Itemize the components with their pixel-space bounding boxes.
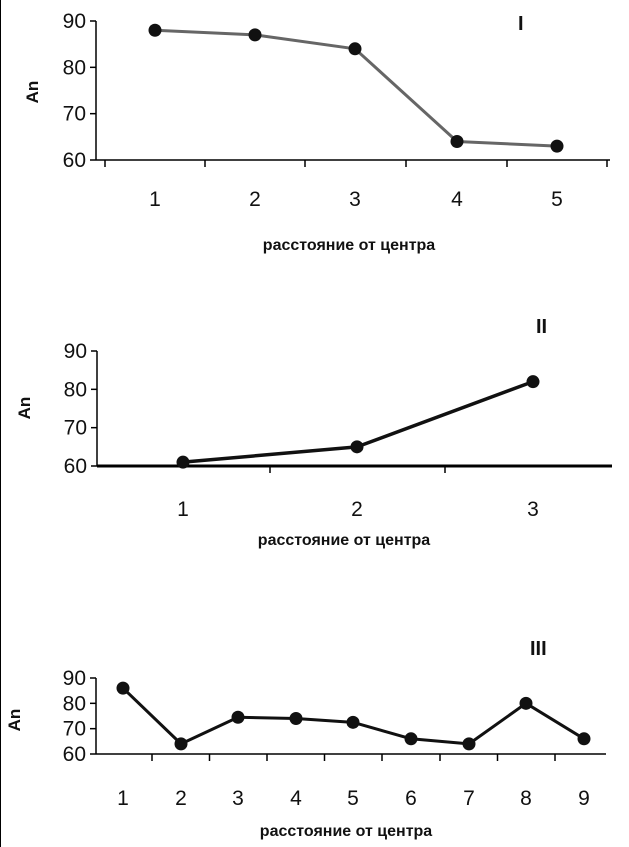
x-tick-label: 1 [117,787,129,810]
x-tick-label: 3 [232,787,244,810]
y-tick-label: 90 [64,340,87,363]
data-point [289,712,303,726]
x-tick-label: 5 [347,787,359,810]
data-point [231,710,245,724]
data-point [348,42,362,56]
x-tick-label: 5 [551,188,563,211]
panel-label: I [518,13,524,35]
y-tick-label: 70 [63,718,86,741]
y-tick-label: 80 [63,56,86,79]
y-tick-label: 80 [63,692,86,715]
x-axis-label: расстояние от центра [263,237,436,254]
data-point [550,139,564,153]
x-tick-label: 7 [463,787,475,810]
panel-label: III [530,638,547,660]
x-tick-label: 2 [351,498,363,521]
y-tick-label: 90 [63,10,86,33]
data-point [148,23,162,37]
chart-panel-1: I An расстояние от центра 90 80 70 60 1 2 3 4 5 [23,10,610,254]
data-point [450,134,464,148]
x-tick-label: 3 [527,498,539,521]
x-axis-label: расстояние от центра [260,823,433,840]
x-tick-label: 4 [290,787,302,810]
x-axis-label: расстояние от центра [258,532,431,549]
y-axis-label: An [5,709,24,732]
data-point [526,375,540,389]
data-point [176,455,190,469]
data-point [519,696,533,710]
data-point [350,440,364,454]
y-tick-label: 80 [64,378,87,401]
x-tick-label: 3 [349,188,361,211]
data-point [404,732,418,746]
chart-panel-2: II An расстояние от центра 90 80 70 60 1 2 3 [15,316,612,549]
panel-label: II [536,316,547,338]
data-point [462,737,476,751]
y-tick-label: 60 [63,149,86,172]
x-tick-label: 4 [451,188,463,211]
x-tick-label: 2 [175,787,187,810]
y-axis-label: An [23,81,42,104]
x-tick-label: 8 [520,787,532,810]
x-tick-label: 2 [249,188,261,211]
y-tick-label: 60 [64,455,87,478]
y-tick-label: 70 [63,103,86,126]
y-tick-label: 90 [63,667,86,690]
data-point [174,737,188,751]
x-tick-label: 9 [578,787,590,810]
y-tick-label: 70 [64,417,87,440]
data-point [577,732,591,746]
data-point [346,715,360,729]
y-tick-label: 60 [63,743,86,766]
data-point [248,28,262,42]
x-tick-label: 1 [149,188,161,211]
y-axis-label: An [15,397,34,420]
x-tick-label: 1 [177,498,189,521]
data-point [116,681,130,695]
x-tick-label: 6 [405,787,417,810]
